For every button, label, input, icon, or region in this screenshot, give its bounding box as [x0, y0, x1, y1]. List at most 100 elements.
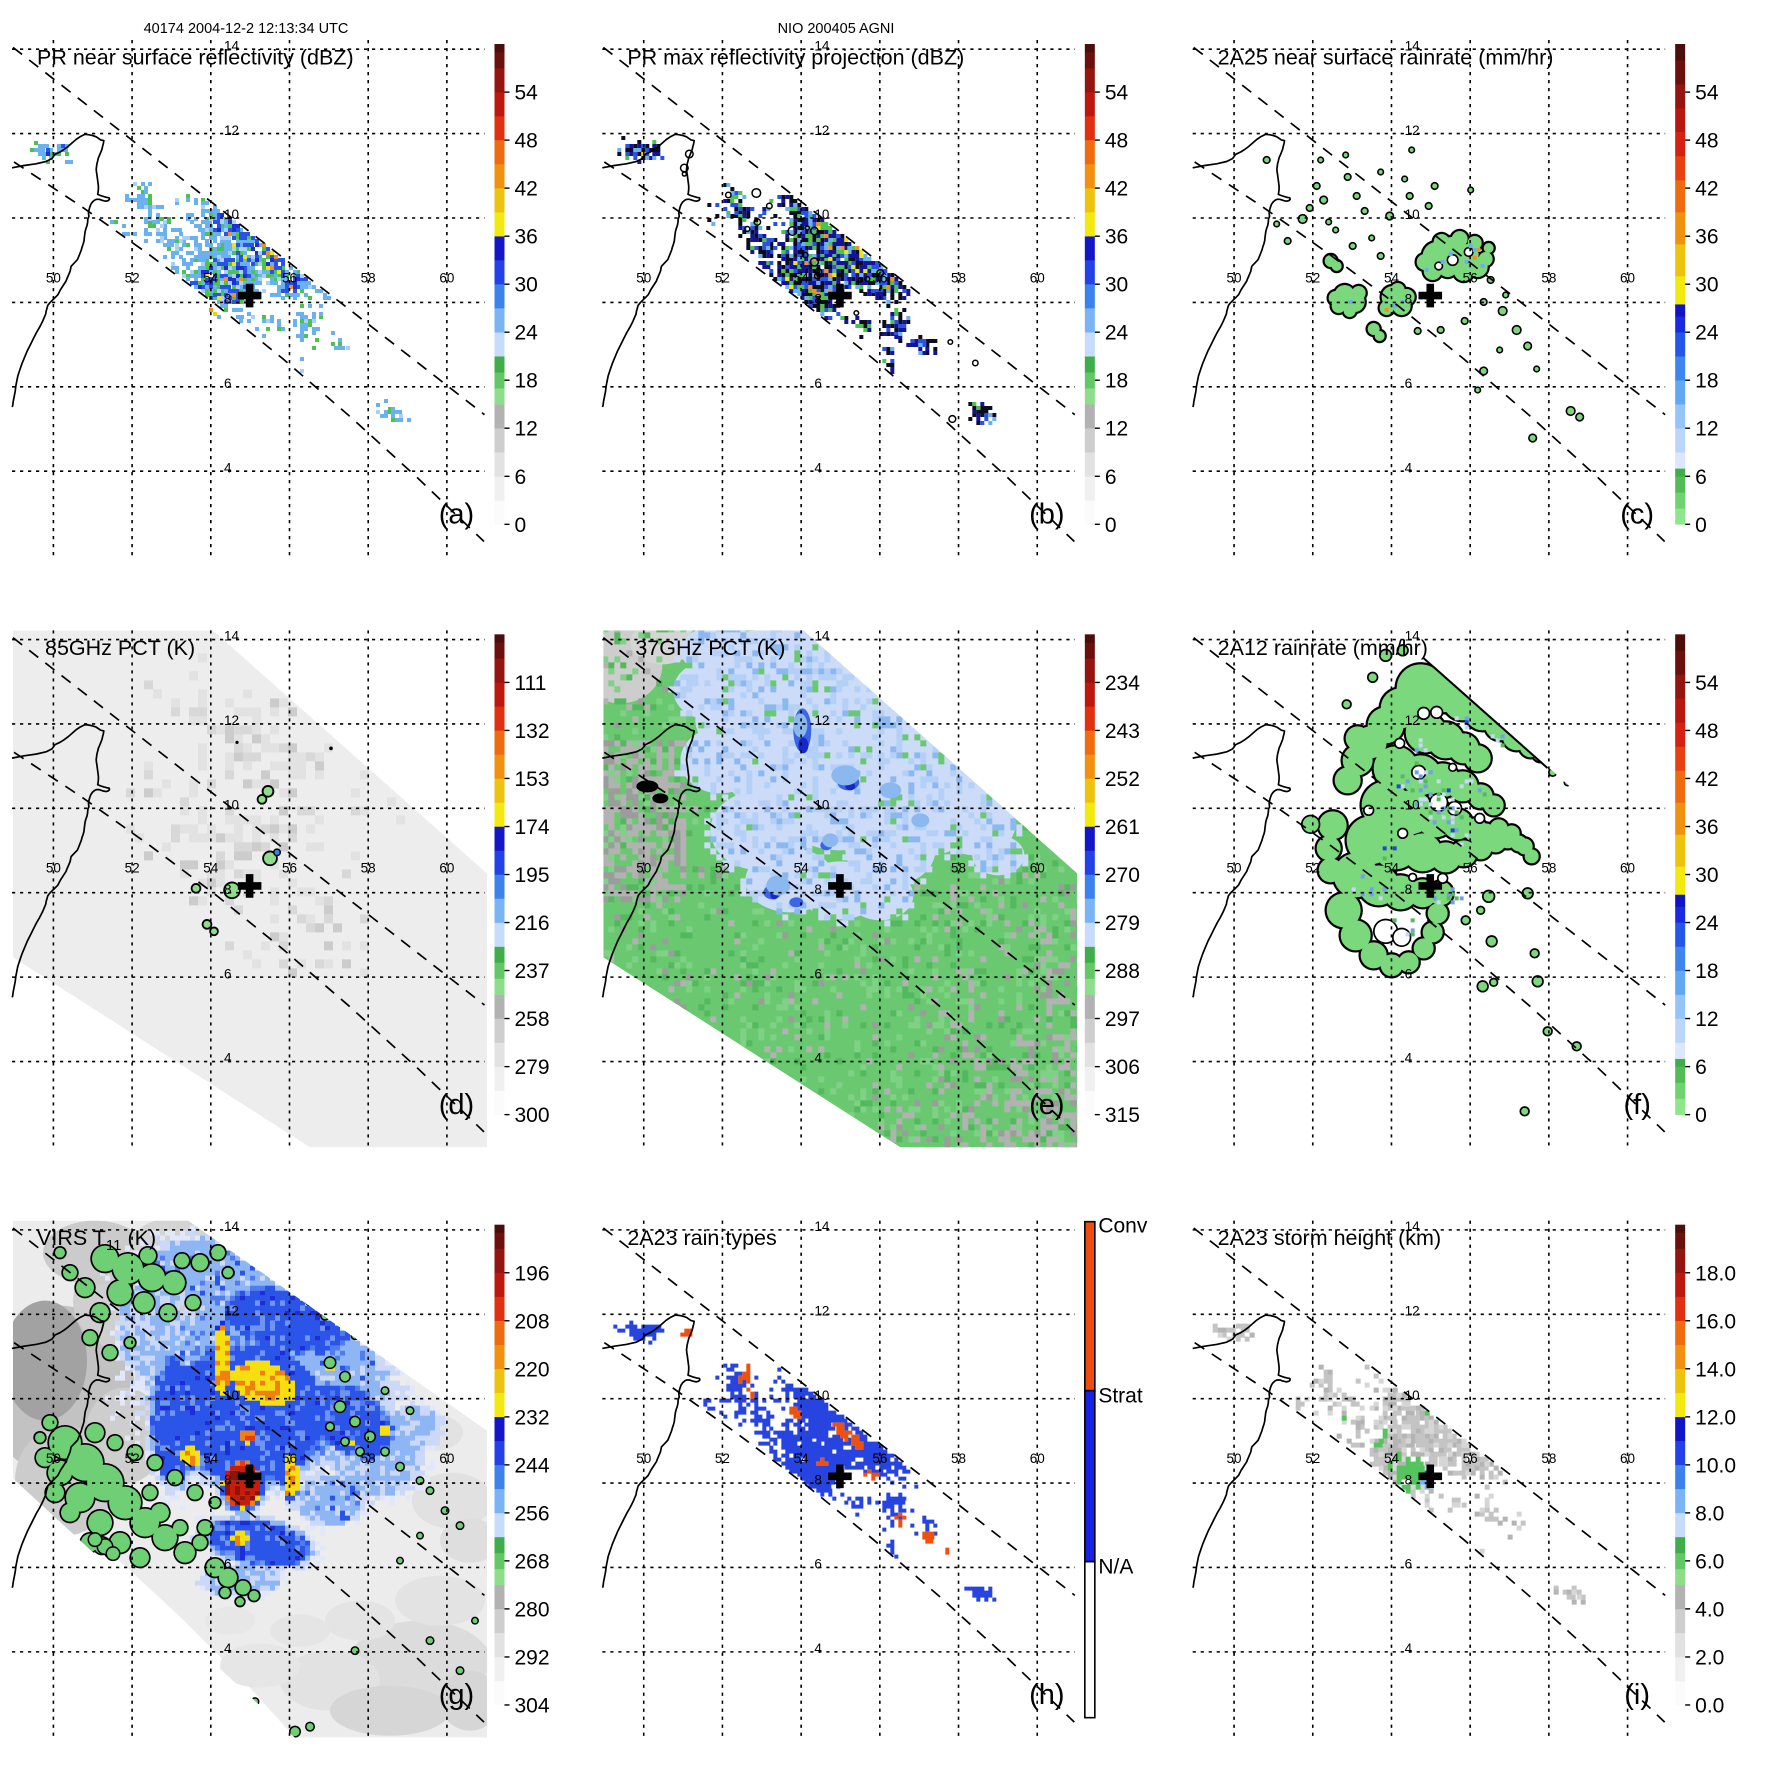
- svg-text:30: 30: [1695, 274, 1718, 297]
- svg-text:0.0: 0.0: [1695, 1694, 1724, 1717]
- svg-text:288: 288: [1105, 960, 1140, 983]
- svg-text:30: 30: [1105, 274, 1128, 297]
- svg-text:256: 256: [515, 1502, 550, 1525]
- svg-text:10.0: 10.0: [1695, 1454, 1736, 1477]
- svg-text:30: 30: [515, 274, 538, 297]
- svg-text:18: 18: [1695, 960, 1718, 983]
- svg-text:2.0: 2.0: [1695, 1646, 1724, 1669]
- svg-text:24: 24: [1695, 912, 1719, 935]
- svg-text:36: 36: [1695, 816, 1718, 839]
- svg-text:85GHz PCT (K): 85GHz PCT (K): [45, 636, 195, 660]
- svg-text:30: 30: [1695, 864, 1718, 887]
- svg-text:48: 48: [1695, 130, 1718, 153]
- svg-text:24: 24: [515, 322, 539, 345]
- svg-text:48: 48: [1695, 720, 1718, 743]
- svg-text:6.0: 6.0: [1695, 1550, 1724, 1573]
- svg-text:54: 54: [1105, 82, 1129, 105]
- svg-text:279: 279: [515, 1056, 550, 1079]
- svg-text:18: 18: [515, 370, 538, 393]
- svg-text:0: 0: [1695, 514, 1707, 537]
- svg-text:0: 0: [1105, 514, 1117, 537]
- svg-text:48: 48: [1105, 130, 1128, 153]
- svg-text:12: 12: [1695, 418, 1718, 441]
- svg-text:(e): (e): [1029, 1089, 1064, 1121]
- svg-text:6: 6: [1695, 466, 1707, 489]
- svg-text:12: 12: [515, 418, 538, 441]
- svg-text:(f): (f): [1623, 1089, 1650, 1121]
- svg-text:306: 306: [1105, 1056, 1140, 1079]
- svg-text:(c): (c): [1620, 499, 1654, 531]
- svg-text:(a): (a): [439, 499, 474, 531]
- svg-text:132: 132: [515, 720, 550, 743]
- svg-text:258: 258: [515, 1008, 550, 1031]
- svg-text:153: 153: [515, 768, 550, 791]
- svg-text:2A25 near surface rainrate (mm: 2A25 near surface rainrate (mm/hr): [1218, 46, 1554, 70]
- svg-text:300: 300: [515, 1104, 550, 1127]
- svg-text:12.0: 12.0: [1695, 1406, 1736, 1429]
- svg-text:208: 208: [515, 1310, 550, 1333]
- svg-text:24: 24: [1695, 322, 1719, 345]
- svg-text:(g): (g): [439, 1679, 474, 1711]
- svg-text:8.0: 8.0: [1695, 1502, 1724, 1525]
- svg-text:18.0: 18.0: [1695, 1262, 1736, 1285]
- svg-text:12: 12: [1695, 1008, 1718, 1031]
- svg-text:36: 36: [1105, 226, 1128, 249]
- svg-text:42: 42: [1105, 178, 1128, 201]
- svg-text:(d): (d): [439, 1089, 474, 1121]
- svg-text:Conv: Conv: [1098, 1215, 1148, 1238]
- svg-text:42: 42: [515, 178, 538, 201]
- svg-text:195: 195: [515, 864, 550, 887]
- svg-text:18: 18: [1105, 370, 1128, 393]
- svg-text:(h): (h): [1029, 1679, 1064, 1711]
- svg-text:Strat: Strat: [1098, 1385, 1143, 1408]
- svg-text:280: 280: [515, 1598, 550, 1621]
- svg-text:36: 36: [1695, 226, 1718, 249]
- svg-text:18: 18: [1695, 370, 1718, 393]
- svg-text:220: 220: [515, 1358, 550, 1381]
- svg-text:16.0: 16.0: [1695, 1310, 1736, 1333]
- svg-text:6: 6: [515, 466, 527, 489]
- svg-text:54: 54: [515, 82, 539, 105]
- svg-text:14.0: 14.0: [1695, 1358, 1736, 1381]
- svg-text:6: 6: [1695, 1056, 1707, 1079]
- svg-text:261: 261: [1105, 816, 1140, 839]
- svg-text:42: 42: [1695, 178, 1718, 201]
- svg-text:54: 54: [1695, 82, 1719, 105]
- svg-text:12: 12: [1105, 418, 1128, 441]
- svg-text:243: 243: [1105, 720, 1140, 743]
- svg-text:24: 24: [1105, 322, 1129, 345]
- svg-text:252: 252: [1105, 768, 1140, 791]
- svg-text:234: 234: [1105, 672, 1140, 695]
- svg-text:304: 304: [515, 1694, 550, 1717]
- svg-text:270: 270: [1105, 864, 1140, 887]
- svg-text:VIRS T11 (K): VIRS T11 (K): [37, 1226, 156, 1254]
- svg-text:268: 268: [515, 1550, 550, 1573]
- svg-text:0: 0: [1695, 1104, 1707, 1127]
- svg-text:292: 292: [515, 1646, 550, 1669]
- svg-text:111: 111: [515, 672, 547, 695]
- svg-text:279: 279: [1105, 912, 1140, 935]
- svg-text:54: 54: [1695, 672, 1719, 695]
- svg-text:37GHz PCT (K): 37GHz PCT (K): [635, 636, 785, 660]
- svg-text:232: 232: [515, 1406, 550, 1429]
- svg-text:4.0: 4.0: [1695, 1598, 1724, 1621]
- svg-text:297: 297: [1105, 1008, 1140, 1031]
- svg-text:PR max reflectivity projection: PR max reflectivity projection (dBZ): [627, 46, 964, 70]
- svg-text:6: 6: [1105, 466, 1117, 489]
- svg-text:N/A: N/A: [1098, 1556, 1133, 1579]
- svg-text:196: 196: [515, 1262, 550, 1285]
- svg-text:0: 0: [515, 514, 527, 537]
- svg-text:2A23 storm height (km): 2A23 storm height (km): [1218, 1226, 1441, 1250]
- svg-text:NIO 200405 AGNI: NIO 200405 AGNI: [778, 21, 895, 37]
- svg-text:(b): (b): [1029, 499, 1064, 531]
- svg-text:244: 244: [515, 1454, 550, 1477]
- svg-text:48: 48: [515, 130, 538, 153]
- svg-text:315: 315: [1105, 1104, 1140, 1127]
- svg-text:42: 42: [1695, 768, 1718, 791]
- svg-text:174: 174: [515, 816, 550, 839]
- svg-text:40174 2004-12-2 12:13:34 UTC: 40174 2004-12-2 12:13:34 UTC: [144, 21, 349, 37]
- svg-text:216: 216: [515, 912, 550, 935]
- svg-text:PR near surface reflectivity (: PR near surface reflectivity (dBZ): [37, 46, 354, 70]
- svg-text:(i): (i): [1624, 1679, 1650, 1711]
- svg-text:237: 237: [515, 960, 550, 983]
